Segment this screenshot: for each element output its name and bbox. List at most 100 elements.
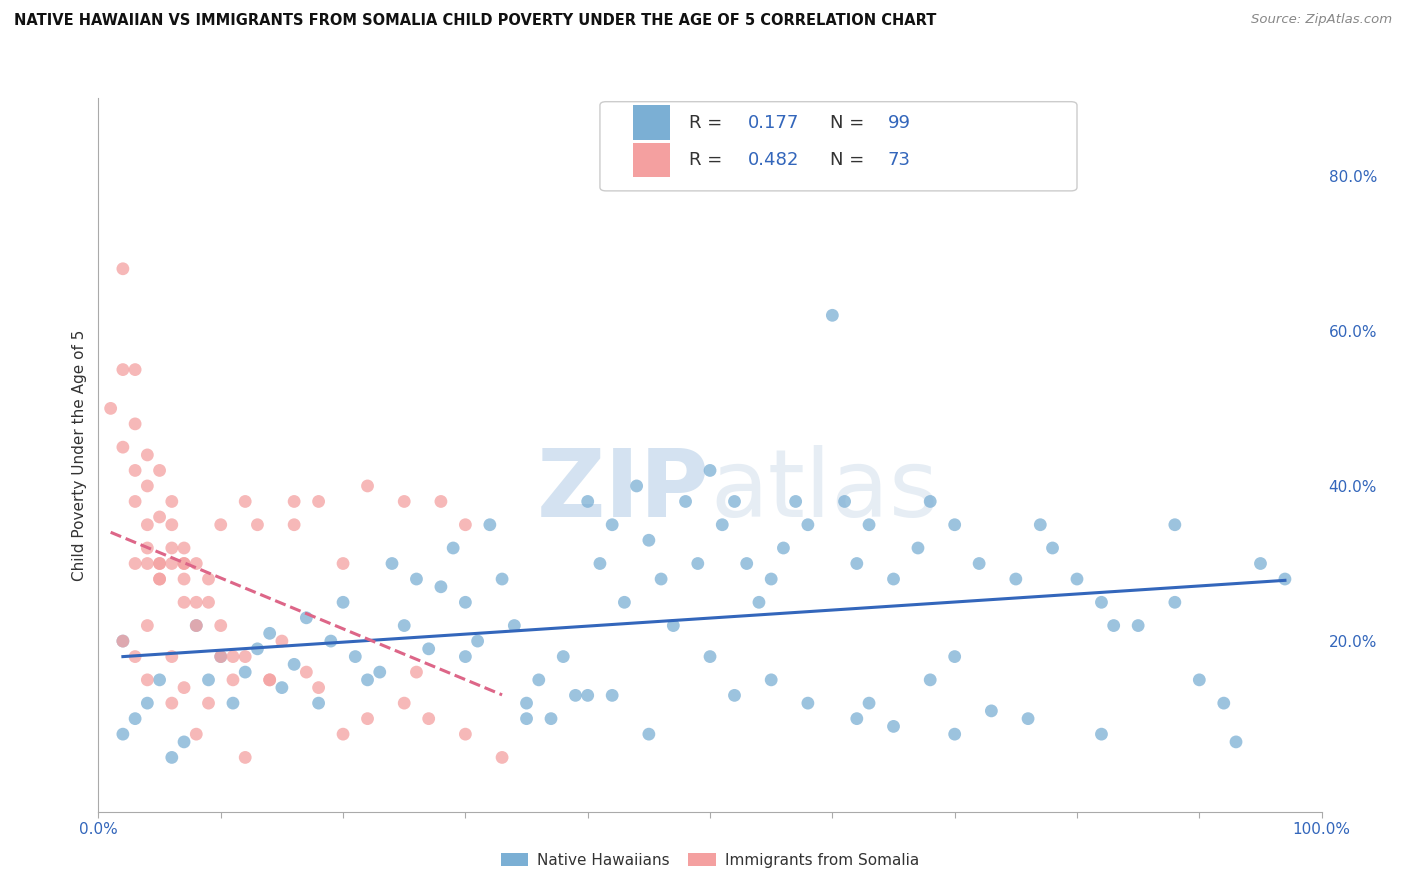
Point: [222, 649, 245, 664]
Point: [173, 557, 195, 571]
Point: [124, 463, 146, 477]
Point: [124, 417, 146, 431]
Point: [173, 572, 195, 586]
Point: [467, 634, 489, 648]
Point: [233, 665, 256, 679]
Point: [1090, 595, 1112, 609]
Point: [405, 665, 427, 679]
Point: [149, 572, 172, 586]
Text: N =: N =: [830, 152, 870, 169]
Point: [1066, 572, 1088, 586]
Point: [797, 696, 820, 710]
Point: [283, 517, 305, 532]
Point: [1164, 595, 1187, 609]
Point: [418, 641, 440, 656]
Point: [173, 735, 195, 749]
Point: [186, 618, 208, 632]
Point: [259, 673, 281, 687]
Point: [441, 541, 464, 555]
Point: [845, 557, 868, 571]
Point: [186, 595, 208, 609]
Point: [515, 696, 537, 710]
FancyBboxPatch shape: [600, 102, 1077, 191]
Point: [283, 657, 305, 672]
Point: [111, 727, 134, 741]
Bar: [633, 105, 669, 140]
Point: [295, 665, 318, 679]
Point: [100, 401, 122, 416]
Point: [233, 494, 256, 508]
Point: [308, 681, 330, 695]
Point: [149, 673, 172, 687]
Point: [209, 649, 232, 664]
Point: [270, 681, 294, 695]
Point: [356, 479, 378, 493]
Point: [197, 696, 219, 710]
Point: [662, 618, 685, 632]
Point: [368, 665, 391, 679]
Point: [967, 557, 990, 571]
Point: [1249, 557, 1271, 571]
Point: [111, 440, 134, 454]
Point: [638, 727, 661, 741]
Point: [527, 673, 550, 687]
Legend: Native Hawaiians, Immigrants from Somalia: Native Hawaiians, Immigrants from Somali…: [494, 845, 927, 875]
Point: [332, 727, 354, 741]
Point: [356, 712, 378, 726]
Point: [136, 618, 159, 632]
Point: [430, 494, 453, 508]
Point: [160, 541, 183, 555]
Point: [319, 634, 342, 648]
Point: [381, 557, 404, 571]
Point: [711, 517, 734, 532]
Point: [259, 673, 281, 687]
Point: [186, 618, 208, 632]
Text: atlas: atlas: [710, 444, 938, 537]
Point: [295, 611, 318, 625]
Point: [332, 595, 354, 609]
Text: R =: R =: [689, 113, 728, 132]
Point: [1042, 541, 1064, 555]
Point: [308, 696, 330, 710]
Point: [246, 641, 269, 656]
Point: [186, 727, 208, 741]
Point: [233, 649, 256, 664]
Point: [797, 517, 820, 532]
Point: [675, 494, 697, 508]
Text: 0.177: 0.177: [748, 113, 800, 132]
Point: [197, 595, 219, 609]
Point: [883, 719, 905, 733]
Point: [761, 572, 783, 586]
Point: [723, 494, 745, 508]
Point: [160, 557, 183, 571]
Point: [222, 696, 245, 710]
Point: [149, 463, 172, 477]
Text: ZIP: ZIP: [537, 444, 710, 537]
Point: [564, 689, 586, 703]
Point: [1090, 727, 1112, 741]
Point: [308, 494, 330, 508]
Point: [821, 308, 844, 322]
Point: [173, 595, 195, 609]
Point: [1274, 572, 1296, 586]
Bar: [633, 144, 669, 178]
Text: 99: 99: [887, 113, 911, 132]
Point: [845, 712, 868, 726]
Point: [136, 479, 159, 493]
Point: [111, 362, 134, 376]
Point: [160, 494, 183, 508]
Point: [344, 649, 367, 664]
Point: [124, 712, 146, 726]
Text: Source: ZipAtlas.com: Source: ZipAtlas.com: [1251, 13, 1392, 27]
Point: [772, 541, 794, 555]
Point: [430, 580, 453, 594]
Point: [173, 681, 195, 695]
Point: [160, 696, 183, 710]
Point: [515, 712, 537, 726]
Y-axis label: Child Poverty Under the Age of 5: Child Poverty Under the Age of 5: [72, 329, 87, 581]
Point: [735, 557, 758, 571]
Point: [1164, 517, 1187, 532]
Point: [197, 572, 219, 586]
Point: [136, 557, 159, 571]
Point: [136, 696, 159, 710]
